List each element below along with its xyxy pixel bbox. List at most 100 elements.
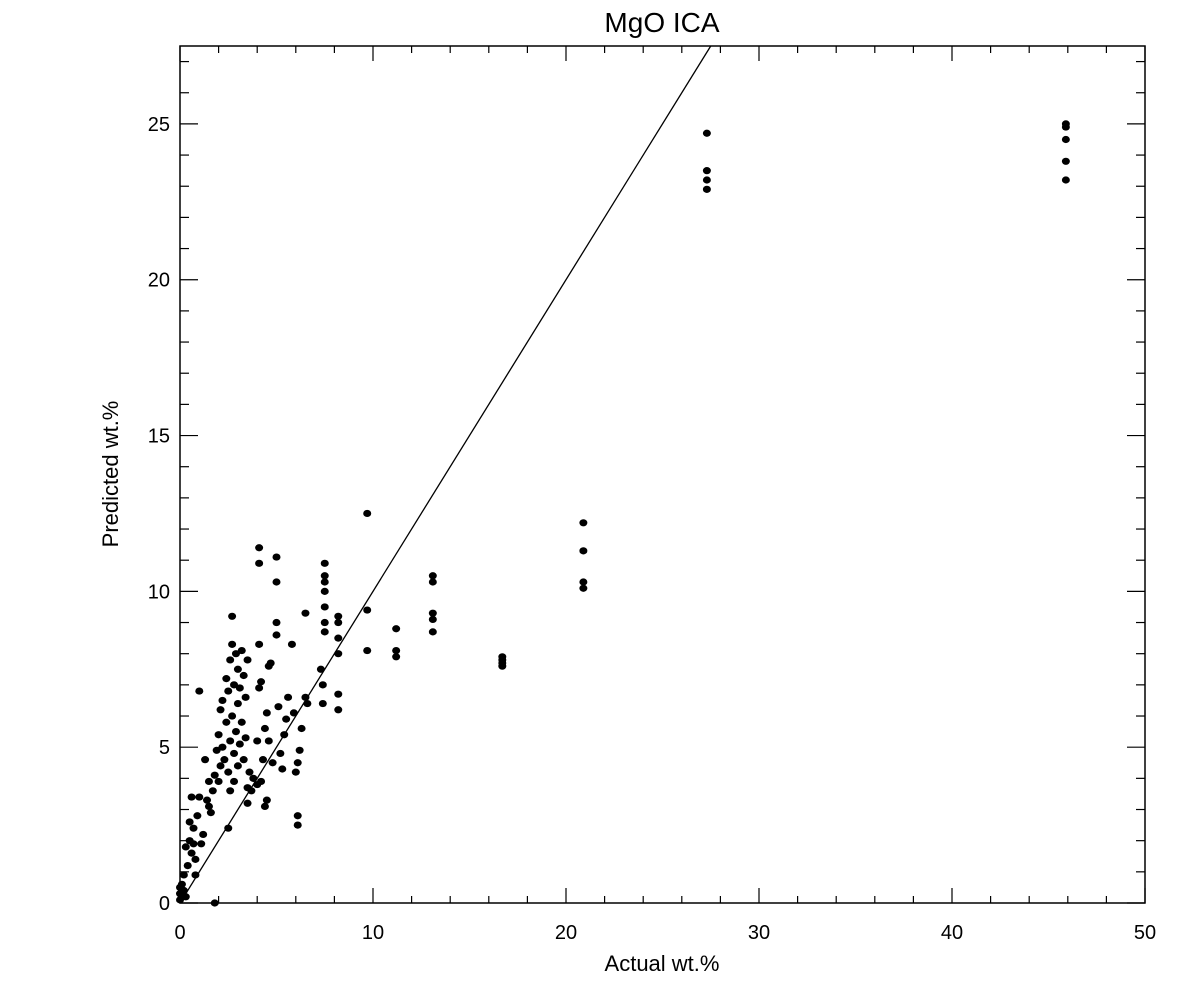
data-point (179, 871, 188, 879)
data-point (235, 684, 244, 692)
data-point (187, 793, 196, 801)
data-point (230, 681, 239, 689)
y-tick-label: 5 (159, 737, 170, 759)
data-point (255, 684, 264, 692)
data-point (257, 678, 266, 686)
data-point (334, 634, 343, 642)
data-point (247, 787, 256, 795)
data-point (428, 609, 437, 617)
data-point (272, 553, 281, 561)
data-points-layer (176, 120, 1070, 907)
data-point (320, 572, 329, 580)
data-point (206, 809, 215, 817)
data-point (260, 724, 269, 733)
data-point (222, 718, 231, 726)
data-point (363, 646, 372, 655)
data-point (249, 774, 258, 782)
data-point (212, 746, 221, 754)
data-point (226, 656, 235, 664)
x-tick-label: 0 (174, 922, 185, 944)
data-point (282, 715, 291, 723)
data-point (318, 699, 327, 708)
data-point (195, 687, 204, 695)
data-point (179, 886, 188, 895)
data-point (255, 559, 264, 567)
data-point (181, 843, 190, 851)
data-point (579, 584, 588, 592)
data-point (195, 793, 204, 801)
data-point (199, 830, 208, 839)
data-point (203, 796, 212, 804)
data-point (266, 659, 275, 667)
data-point (201, 756, 210, 764)
data-point (334, 706, 343, 714)
data-point (1061, 176, 1070, 184)
data-point (218, 696, 227, 705)
data-point (320, 578, 329, 586)
data-point (272, 631, 281, 639)
x-tick-label: 20 (555, 922, 577, 944)
data-point (245, 768, 254, 776)
data-point (428, 572, 437, 580)
data-point (189, 824, 198, 832)
data-point (579, 547, 588, 555)
data-point (278, 765, 287, 773)
data-point (291, 768, 300, 776)
data-point (428, 628, 437, 636)
data-point (257, 777, 266, 786)
data-point (237, 718, 246, 726)
data-point (320, 628, 329, 636)
reference-line (179, 45, 712, 904)
data-point (233, 762, 242, 770)
data-point (262, 796, 271, 804)
data-point (241, 693, 250, 701)
x-axis-title: Actual wt.% (605, 951, 720, 976)
data-point (204, 802, 213, 810)
data-point (301, 693, 310, 701)
data-point (237, 646, 246, 655)
data-point (428, 615, 437, 624)
data-point (702, 167, 711, 175)
data-point (214, 777, 223, 786)
data-point (226, 787, 235, 795)
y-tick-label: 20 (148, 270, 170, 292)
data-point (214, 731, 223, 739)
data-point (293, 759, 302, 767)
data-point (204, 777, 213, 786)
data-point (222, 675, 231, 683)
data-point (702, 129, 711, 137)
data-point (220, 756, 229, 764)
data-point (191, 855, 200, 863)
data-point (260, 802, 269, 810)
data-point (272, 578, 281, 586)
data-point (197, 840, 206, 848)
data-point (185, 818, 194, 826)
data-point (258, 756, 267, 764)
data-point (183, 862, 192, 870)
data-point (224, 768, 233, 776)
data-point (320, 603, 329, 611)
data-point (702, 176, 711, 184)
data-point (268, 759, 277, 767)
data-point (579, 578, 588, 586)
data-point (226, 737, 235, 745)
data-point (230, 777, 239, 786)
reference-line-layer (179, 45, 712, 904)
data-point (334, 612, 343, 620)
data-point (191, 871, 200, 879)
data-point (280, 731, 289, 739)
data-point (218, 743, 227, 751)
data-point (702, 185, 711, 193)
y-tick-label: 25 (148, 114, 170, 136)
data-point (253, 737, 262, 745)
data-point (293, 812, 302, 820)
data-point (289, 709, 298, 717)
data-point (428, 578, 437, 586)
axes-layer: 0 10 20 30 40 50 0 5 10 15 20 25 (148, 45, 1156, 944)
y-tick-label: 0 (159, 893, 170, 915)
x-tick-label: 30 (748, 922, 770, 944)
x-tick-label: 50 (1134, 922, 1156, 944)
data-point (239, 756, 248, 764)
